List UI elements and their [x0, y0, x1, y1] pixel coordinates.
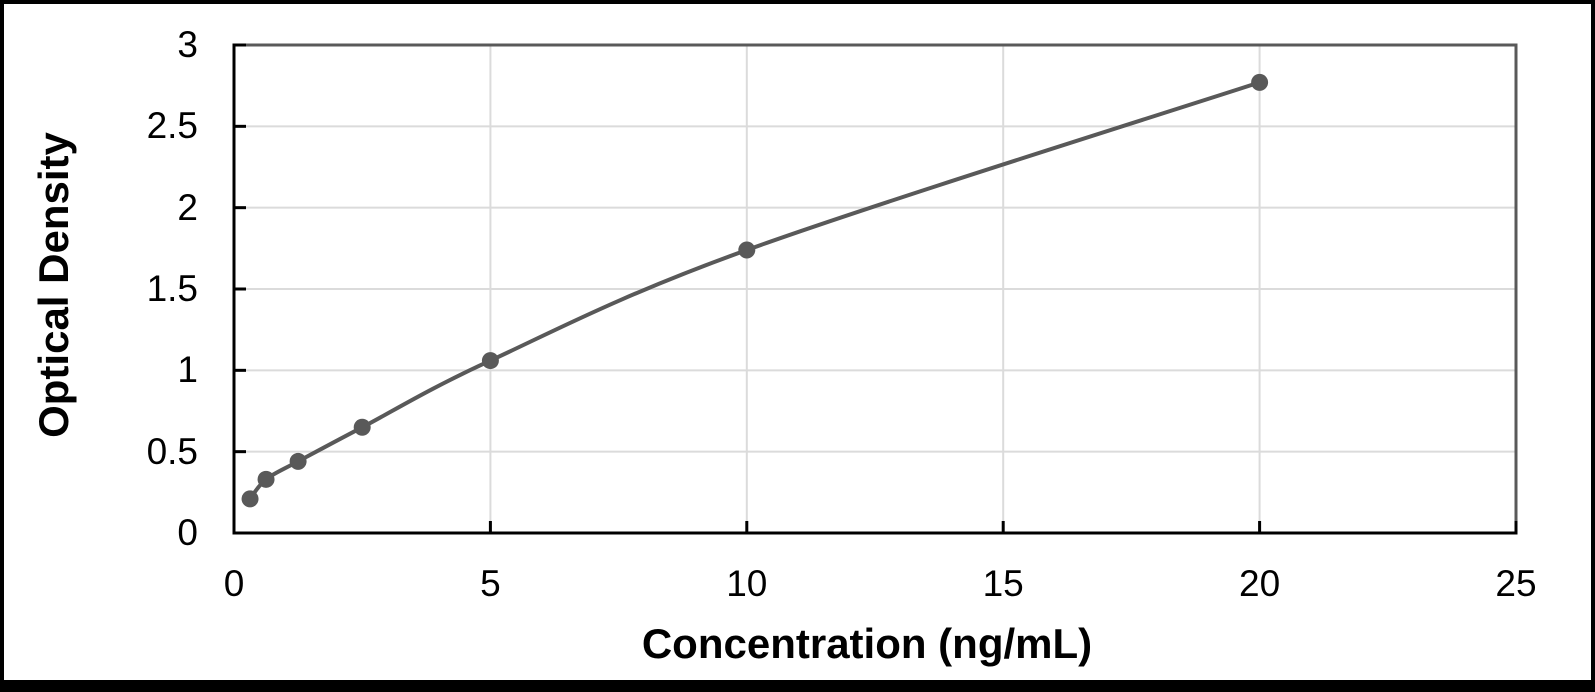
data-point-marker	[241, 490, 259, 508]
y-tick-label: 0.5	[146, 430, 198, 472]
data-point-marker	[257, 470, 275, 488]
x-tick-label: 25	[1495, 563, 1537, 604]
y-tick-label: 2.5	[146, 105, 198, 147]
plot-area	[232, 43, 1518, 535]
data-point-marker	[738, 241, 756, 259]
x-tick-label: 20	[1239, 563, 1281, 604]
x-tick-label: 15	[982, 563, 1024, 604]
y-tick-label: 2	[177, 186, 198, 228]
y-tick-label: 1	[177, 349, 198, 391]
data-point-marker	[353, 418, 371, 436]
y-tick-label: 0	[177, 512, 198, 553]
y-tick-label: 1.5	[146, 268, 198, 309]
y-axis-title: Optical Density	[30, 132, 77, 438]
x-axis-title: Concentration (ng/mL)	[641, 620, 1093, 667]
x-tick-label: 5	[480, 563, 501, 604]
data-point-marker	[481, 352, 499, 370]
data-point-marker	[1251, 73, 1269, 91]
series-line	[248, 80, 1262, 501]
y-tick-label: 3	[177, 24, 198, 65]
x-tick-label: 10	[726, 563, 768, 604]
x-tick-label: 0	[223, 563, 245, 604]
data-point-marker	[289, 452, 307, 470]
